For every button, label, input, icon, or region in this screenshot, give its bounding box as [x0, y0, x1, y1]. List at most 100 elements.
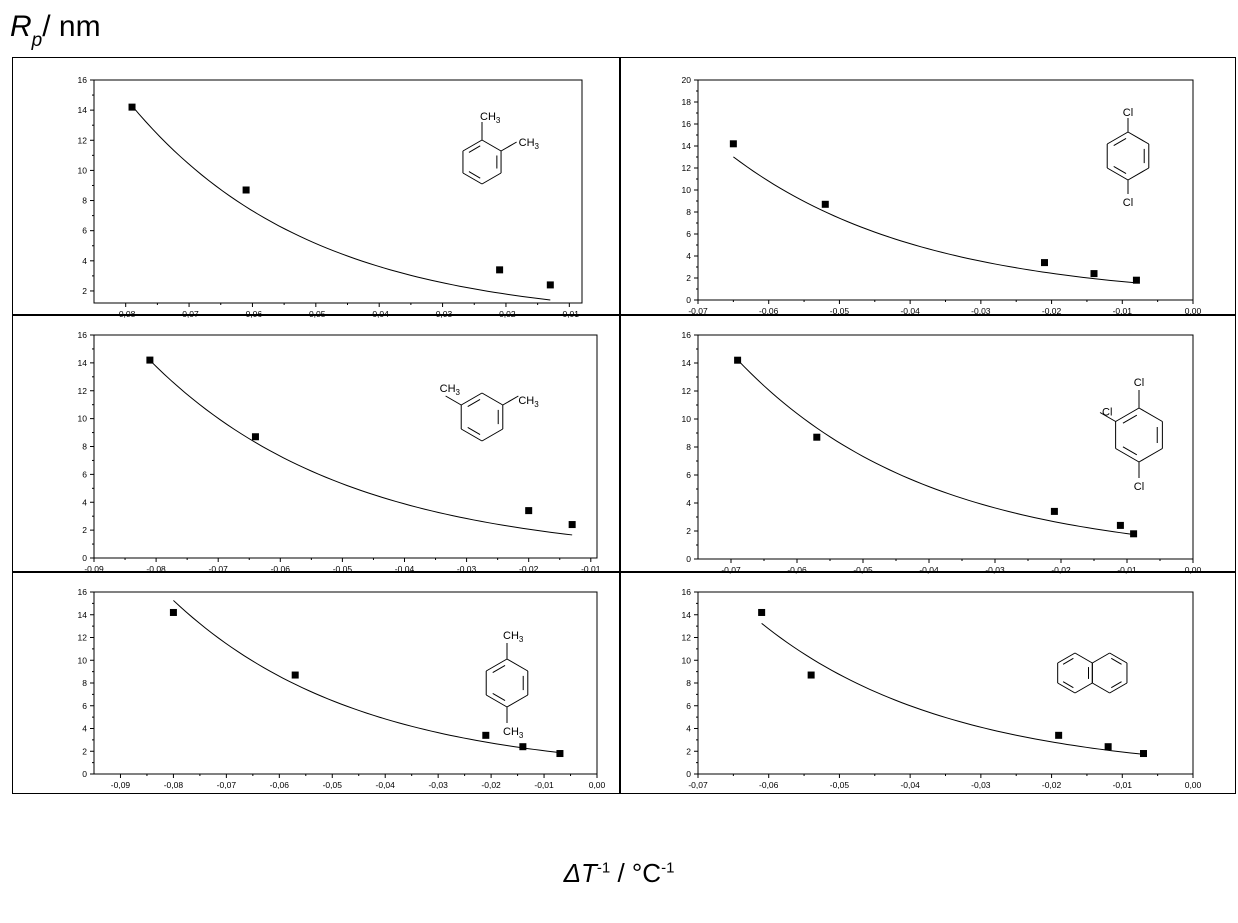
- y-tick-label: 12: [682, 633, 692, 643]
- meta-substituent-bond: [502, 395, 519, 406]
- meta-substituent-label: CH3: [440, 383, 461, 397]
- ring-bond: [1115, 448, 1140, 463]
- x-tick-label: -0,05: [323, 780, 343, 790]
- ortho-substituent-label: CH3: [480, 111, 501, 125]
- x-tick-label: -0,05: [830, 780, 850, 790]
- data-point: [734, 356, 742, 364]
- y-tick-label: 0: [82, 769, 87, 779]
- para-substituent-label: CH3: [503, 630, 524, 644]
- y-tick-label: 6: [82, 226, 87, 236]
- para-substituent-label: CH3: [503, 726, 524, 740]
- ortho-substituent-label: CH3: [519, 137, 540, 151]
- data-point: [1055, 731, 1063, 739]
- y-tick-label: 12: [682, 386, 692, 396]
- ring-bond: [485, 694, 508, 708]
- naphthalene-left-ring-double-bond: [1062, 657, 1074, 665]
- x-tick-label: -0,05: [853, 565, 873, 575]
- x-tick-label: -0,07: [209, 564, 229, 574]
- y-tick-label: 10: [78, 414, 88, 424]
- data-point: [128, 103, 136, 111]
- panel-naphthalene: -0,07 -0,06 -0,05 -0,04 -0,03 -0,02 -0,01 0,00 0…: [682, 587, 1202, 790]
- y-tick-label: 6: [82, 469, 87, 479]
- ring-double-bond: [492, 693, 506, 702]
- ring-bond: [481, 428, 504, 442]
- data-point: [1132, 276, 1140, 284]
- data-point: [813, 433, 821, 441]
- x-tick-label: -0,02: [481, 780, 501, 790]
- para-substituent-label: Cl: [1123, 107, 1133, 119]
- ring-double-bond: [1122, 414, 1138, 424]
- x-tick-label: 0,00: [589, 780, 606, 790]
- y-tick-label: 6: [82, 701, 87, 711]
- y-tick-label: 14: [78, 105, 88, 115]
- chloro-substituent-label: Cl: [1134, 481, 1144, 493]
- x-tick-label: -0,02: [496, 309, 516, 319]
- data-point: [1130, 530, 1138, 538]
- y-tick-label: 10: [682, 185, 692, 195]
- naphthalene-right-ring-bond: [1092, 682, 1110, 694]
- y-tick-label: 2: [686, 746, 691, 756]
- molecule-structure-1,2,4-trichlorobenzene: Cl Cl Cl: [1099, 377, 1163, 493]
- y-tick-label: 4: [686, 251, 691, 261]
- fit-curve: [737, 359, 1134, 535]
- panel-p-xylene: -0,09 -0,08 -0,07 -0,06 -0,05 -0,04 -0,03 -0,02…: [78, 587, 606, 790]
- y-tick-label: 20: [682, 75, 692, 85]
- fit-curve: [131, 105, 551, 301]
- y-tick-label: 8: [82, 442, 87, 452]
- x-axis-unit: / °C: [610, 858, 662, 888]
- y-tick-label: 0: [686, 769, 691, 779]
- data-point: [525, 507, 533, 515]
- x-tick-label: -0,04: [900, 780, 920, 790]
- y-tick-label: 10: [78, 655, 88, 665]
- x-tick-label: -0,06: [243, 309, 263, 319]
- y-tick-label: 14: [682, 358, 692, 368]
- para-substituent-label: Cl: [1123, 197, 1133, 209]
- data-point: [546, 281, 554, 289]
- y-tick-label: 14: [682, 141, 692, 151]
- molecule-structure-p-xylene: CH3 CH3: [485, 630, 529, 740]
- y-tick-label: 8: [82, 678, 87, 688]
- data-point: [1140, 750, 1147, 758]
- ring-bond: [1115, 407, 1140, 422]
- y-tick-label: 12: [682, 163, 692, 173]
- naphthalene-right-ring-double-bond: [1111, 657, 1122, 665]
- x-tick-label: -0,04: [919, 565, 939, 575]
- naphthalene-right-ring-bond: [1109, 652, 1128, 664]
- x-tick-label: 0,00: [1185, 565, 1202, 575]
- ring-double-bond: [468, 145, 481, 153]
- x-tick-label: -0,03: [971, 306, 991, 316]
- naphthalene-right-ring-double-bond: [1111, 681, 1122, 689]
- x-tick-label: -0,06: [271, 564, 291, 574]
- y-tick-label: 4: [82, 256, 87, 266]
- x-tick-label: -0,01: [1113, 780, 1133, 790]
- x-axis-symbol: ΔT: [563, 858, 597, 888]
- meta-substituent-bond: [445, 395, 462, 406]
- y-tick-label: 10: [682, 655, 692, 665]
- x-tick-label: -0,09: [111, 780, 131, 790]
- fit-curve: [761, 622, 1144, 755]
- y-tick-label: 8: [82, 196, 87, 206]
- plot-frame: [93, 334, 598, 559]
- ring-double-bond: [1122, 446, 1138, 456]
- x-tick-label: -0,04: [900, 306, 920, 316]
- x-tick-label: -0,01: [1113, 306, 1133, 316]
- data-point: [821, 200, 829, 208]
- x-tick-label: -0,05: [830, 306, 850, 316]
- x-axis-title: ΔT-1 / °C-1: [0, 860, 1238, 886]
- x-tick-label: -0,01: [581, 564, 601, 574]
- data-point: [482, 731, 490, 739]
- data-point: [242, 186, 250, 194]
- data-point: [729, 140, 737, 148]
- ring-bond: [1127, 131, 1150, 145]
- x-tick-label: -0,07: [179, 309, 199, 319]
- y-axis-subscript: p: [31, 30, 43, 51]
- x-tick-label: 0,00: [1185, 306, 1202, 316]
- y-tick-label: 6: [686, 701, 691, 711]
- ring-bond: [506, 658, 529, 672]
- y-tick-label: 14: [682, 610, 692, 620]
- y-tick-label: 10: [78, 165, 88, 175]
- x-tick-label: -0,03: [428, 780, 448, 790]
- naphthalene-right-ring-bond: [1092, 652, 1110, 664]
- molecule-structure-naphthalene: [1057, 652, 1128, 694]
- x-tick-label: -0,06: [759, 780, 779, 790]
